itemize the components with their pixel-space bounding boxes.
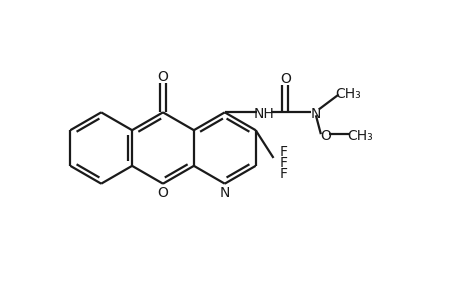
Text: O: O [157, 186, 168, 200]
Text: O: O [157, 70, 168, 84]
Text: CH₃: CH₃ [347, 129, 373, 142]
Text: N: N [310, 107, 320, 121]
Text: NH: NH [253, 107, 274, 121]
Text: F: F [279, 167, 287, 181]
Text: N: N [219, 186, 230, 200]
Text: F: F [279, 156, 287, 170]
Text: O: O [319, 129, 330, 142]
Text: F: F [279, 146, 287, 160]
Text: CH₃: CH₃ [335, 87, 361, 101]
Text: O: O [279, 72, 290, 86]
